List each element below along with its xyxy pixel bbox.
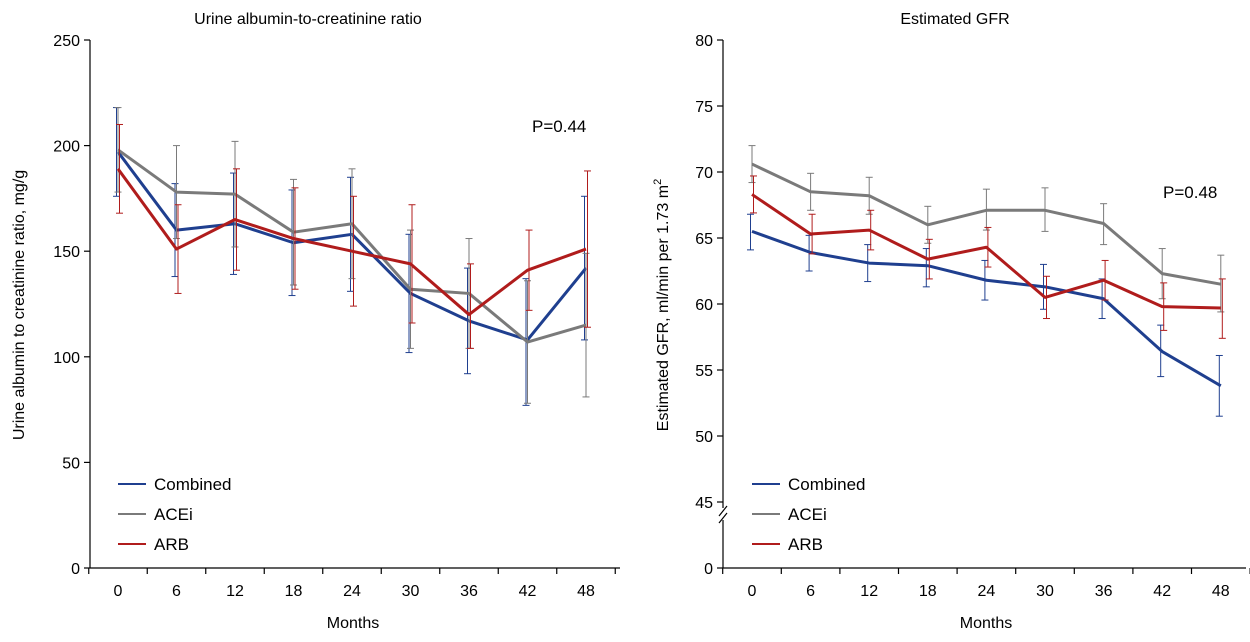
series-acei [114, 107, 590, 404]
chart-egfr: Estimated GFR Months Estimated GFR, ml/m… [652, 11, 1250, 632]
axis-break-mark [718, 512, 728, 524]
y-axis-label: Urine albumin to creatinine ratio, mg/g [11, 170, 28, 440]
x-tick-label: 36 [1095, 583, 1113, 600]
legend-label: ACEi [788, 505, 827, 524]
legend-label: ARB [154, 535, 189, 554]
x-tick-label: 12 [226, 583, 244, 600]
legend-label: ACEi [154, 505, 193, 524]
axis-break-mark [718, 505, 728, 517]
legend-label: Combined [154, 475, 232, 494]
y-tick-label: 75 [695, 99, 713, 116]
y-tick-label: 0 [704, 561, 713, 578]
legend: Combined ACEi ARB [118, 475, 232, 554]
series-line [751, 193, 1221, 310]
legend-label: ARB [788, 535, 823, 554]
x-tick-label: 48 [577, 583, 595, 600]
y-axis-label: Estimated GFR, ml/min per 1.73 m2 [652, 179, 672, 431]
series-arb [116, 123, 591, 349]
chart-uacr: Urine albumin-to-creatinine ratio Months… [11, 11, 620, 632]
y-tick-label: 100 [53, 350, 80, 367]
x-tick-label: 30 [1036, 583, 1054, 600]
series-arb [750, 175, 1226, 339]
x-tick-label: 42 [519, 583, 537, 600]
x-axis-label: Months [327, 615, 379, 632]
y-tick-label: 250 [53, 33, 80, 50]
x-tick-label: 18 [919, 583, 937, 600]
y-tick-label: 200 [53, 139, 80, 156]
x-tick-label: 30 [402, 583, 420, 600]
p-value-annotation: P=0.44 [532, 117, 586, 136]
p-value-annotation: P=0.48 [1163, 183, 1217, 202]
y-tick-label: 80 [695, 33, 713, 50]
x-tick-label: 0 [748, 583, 757, 600]
y-tick-label: 60 [695, 297, 713, 314]
x-tick-label: 36 [460, 583, 478, 600]
series-line [751, 162, 1222, 286]
series-combined [113, 107, 588, 406]
y-tick-label: 45 [695, 495, 713, 512]
x-tick-label: 24 [343, 583, 361, 600]
series-line [117, 148, 587, 344]
y-axis-label-superscript: 2 [652, 179, 664, 185]
x-tick-label: 0 [114, 583, 123, 600]
x-tick-label: 48 [1212, 583, 1230, 600]
x-tick-label: 6 [172, 583, 181, 600]
y-tick-label: 50 [62, 455, 80, 472]
series-line [751, 229, 1222, 388]
x-tick-label: 12 [860, 583, 878, 600]
legend: Combined ACEi ARB [752, 475, 866, 554]
x-tick-label: 24 [978, 583, 996, 600]
y-tick-label: 150 [53, 244, 80, 261]
y-tick-label: 50 [695, 429, 713, 446]
legend-label: Combined [788, 475, 866, 494]
y-axis-label-text: Estimated GFR, ml/min per 1.73 m [655, 185, 672, 431]
y-tick-label: 70 [695, 165, 713, 182]
series-acei [748, 145, 1225, 313]
x-tick-label: 18 [285, 583, 303, 600]
x-tick-label: 42 [1153, 583, 1171, 600]
x-tick-label: 6 [806, 583, 815, 600]
series-line [116, 167, 587, 317]
chart-title: Estimated GFR [900, 11, 1009, 28]
chart-title: Urine albumin-to-creatinine ratio [194, 11, 422, 28]
y-tick-label: 0 [71, 561, 80, 578]
y-tick-label: 65 [695, 231, 713, 248]
x-axis-label: Months [960, 615, 1012, 632]
y-tick-label: 55 [695, 363, 713, 380]
series-combined [747, 213, 1223, 417]
